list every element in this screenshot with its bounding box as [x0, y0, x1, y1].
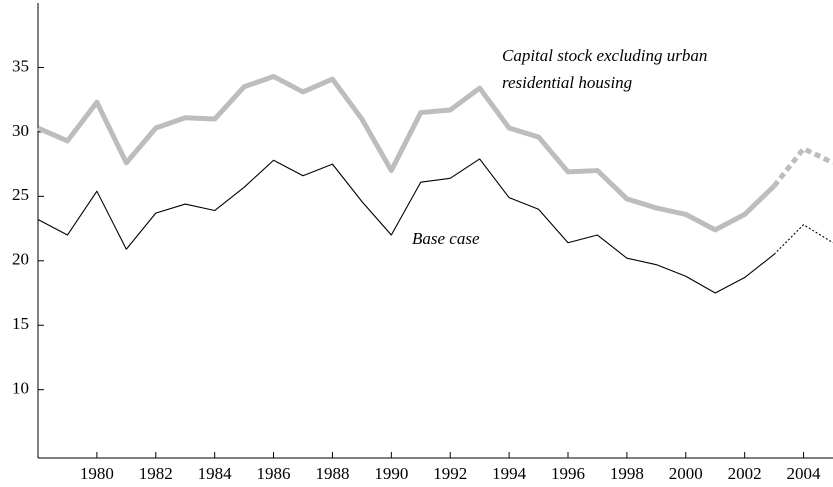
- y-tick-label: 10: [12, 379, 29, 398]
- annotation: Base case: [412, 229, 480, 248]
- y-tick-label: 30: [12, 121, 29, 140]
- x-tick-label: 1990: [374, 464, 408, 483]
- x-tick-label: 1988: [315, 464, 349, 483]
- x-tick-label: 1992: [433, 464, 467, 483]
- x-tick-label: 1982: [139, 464, 173, 483]
- x-tick-label: 2000: [669, 464, 703, 483]
- x-tick-label: 2004: [787, 464, 822, 483]
- projection-line: [772, 146, 833, 188]
- projection-line: [773, 224, 833, 255]
- x-tick-label: 1994: [492, 464, 527, 483]
- y-tick-label: 35: [12, 56, 29, 75]
- x-tick-label: 1998: [610, 464, 644, 483]
- series-line: [37, 158, 775, 294]
- annotation: residential housing: [502, 73, 632, 92]
- annotation: Capital stock excluding urban: [502, 46, 707, 65]
- x-tick-label: 1984: [198, 464, 233, 483]
- x-tick-label: 1980: [80, 464, 114, 483]
- y-tick-label: 25: [12, 185, 29, 204]
- x-tick-label: 1996: [551, 464, 585, 483]
- series-line: [36, 73, 776, 233]
- x-tick-label: 1986: [257, 464, 291, 483]
- x-tick-label: 2002: [728, 464, 762, 483]
- y-tick-label: 20: [12, 250, 29, 269]
- y-tick-label: 15: [12, 314, 29, 333]
